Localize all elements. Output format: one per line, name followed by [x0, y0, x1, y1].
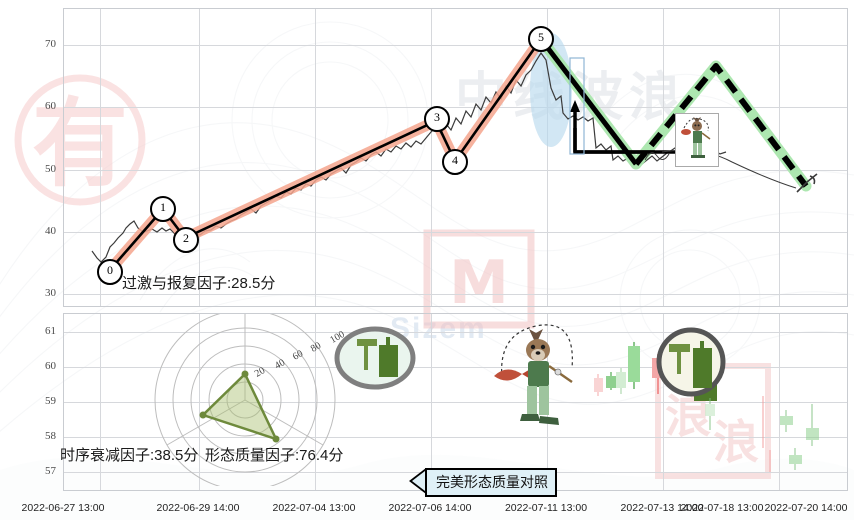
- y-axis-label-top: 60: [45, 100, 56, 112]
- x-axis-label: 2022-07-06 14:00: [388, 502, 472, 514]
- endpoint-tick-icon: [796, 173, 818, 193]
- callout-arrow-icon: [409, 468, 426, 494]
- y-axis-label-bottom: 58: [45, 430, 56, 442]
- gridline-h: [64, 367, 847, 368]
- x-axis-label: 2022-07-18 13:00: [680, 502, 764, 514]
- wave-marker-5[interactable]: 5: [528, 26, 554, 52]
- gridline-v: [663, 314, 664, 490]
- gridline-h: [64, 107, 847, 108]
- squiggle-icon: [644, 152, 670, 161]
- factor-radar-chart: [154, 314, 336, 486]
- y-axis-label-bottom: 61: [45, 325, 56, 337]
- annotation-bottom-right: 形态质量因子:76.4分: [205, 447, 344, 464]
- mascot-thumbnail-box: [675, 113, 719, 167]
- impulse-wave-line: [107, 37, 543, 273]
- gridline-h: [64, 332, 847, 333]
- gridline-h: [64, 45, 847, 46]
- projection-wave-dashed: [633, 63, 809, 188]
- mascot-fishing-icon: [494, 324, 573, 425]
- annotation-bottom-left: 时序衰减因子:38.5分: [60, 447, 199, 464]
- y-axis-label-bottom: 59: [45, 395, 56, 407]
- gridline-v: [315, 314, 316, 490]
- gridline-v: [199, 9, 200, 306]
- gridline-h: [64, 437, 847, 438]
- pattern-magnifier-right: [656, 327, 726, 397]
- wave-marker-4[interactable]: 4: [442, 149, 468, 175]
- gridline-h: [64, 402, 847, 403]
- measure-arrow-icon: [570, 100, 580, 112]
- y-axis-label-top: 70: [45, 38, 56, 50]
- x-axis-label: 2022-07-11 13:00: [504, 502, 588, 514]
- wave-marker-1[interactable]: 1: [150, 196, 176, 222]
- gridline-v: [547, 9, 548, 306]
- y-axis-label-bottom: 60: [45, 360, 56, 372]
- y-axis-label-top: 50: [45, 163, 56, 175]
- wave-marker-2[interactable]: 2: [173, 227, 199, 253]
- y-axis-label-top: 30: [45, 287, 56, 299]
- projection-wave-highlight: [535, 33, 812, 192]
- gridline-v: [199, 314, 200, 490]
- y-axis-label-top: 40: [45, 225, 56, 237]
- gridline-v: [100, 314, 101, 490]
- gridline-v: [315, 9, 316, 306]
- pattern-magnifier-left: [334, 326, 416, 390]
- radar-point: [241, 370, 249, 378]
- candle-up: [628, 346, 640, 382]
- callout-label[interactable]: 完美形态质量对照: [425, 468, 557, 497]
- gridline-v: [779, 314, 780, 490]
- radar-point: [272, 435, 280, 443]
- gridline-v: [431, 9, 432, 306]
- candle-up: [606, 376, 616, 388]
- x-axis-label: 2022-07-04 13:00: [272, 502, 356, 514]
- annotation-top: 过激与报复因子:28.5分: [122, 275, 276, 292]
- wave-marker-3[interactable]: 3: [424, 106, 450, 132]
- gridline-v: [100, 9, 101, 306]
- projection-wave-solid: [539, 37, 638, 166]
- radar-area: [200, 371, 279, 442]
- x-axis-label: 2022-06-27 13:00: [21, 502, 105, 514]
- x-axis-label: 2022-07-13 14:00: [620, 502, 704, 514]
- wave-marker-0[interactable]: 0: [97, 259, 123, 285]
- gridline-h: [64, 294, 847, 295]
- gridline-h: [64, 232, 847, 233]
- radar-point: [199, 411, 207, 419]
- gridline-v: [431, 314, 432, 490]
- measure-guide-box: [569, 57, 585, 155]
- mascot-small-icon: [681, 117, 711, 158]
- y-axis-label-bottom: 57: [45, 465, 56, 477]
- x-axis-label: 2022-07-20 14:00: [764, 502, 848, 514]
- x-axis-label: 2022-06-29 14:00: [156, 502, 240, 514]
- gridline-v: [663, 9, 664, 306]
